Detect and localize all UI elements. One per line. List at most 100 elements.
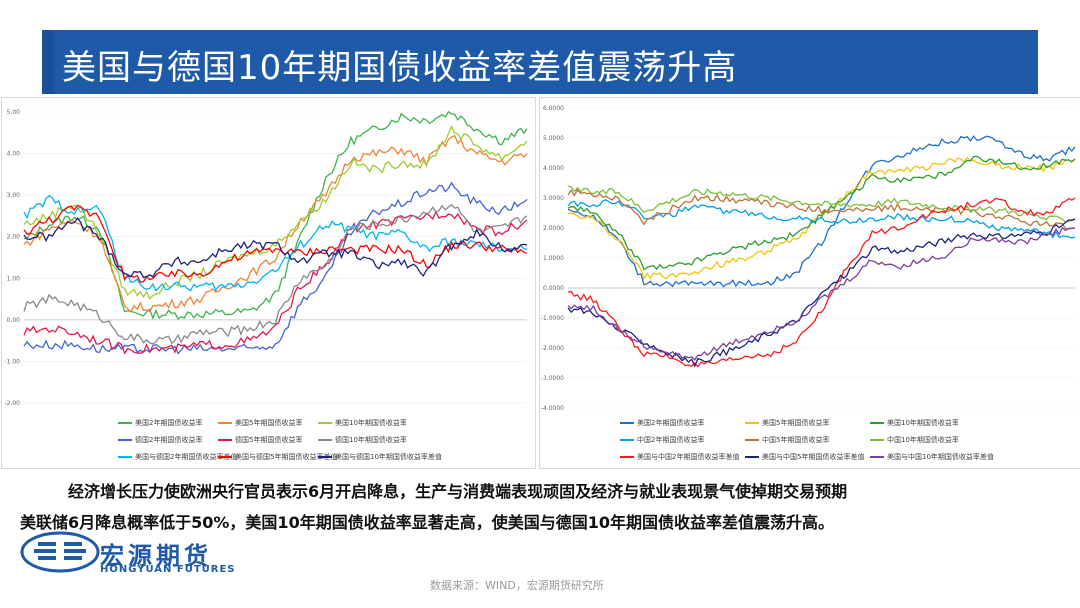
series-line-8 [567, 226, 1076, 361]
legend-label: 德国10年期国债收益率 [335, 436, 407, 444]
series-line-3 [23, 181, 528, 355]
legend-label: 美国10年期国债收益率 [887, 419, 959, 427]
legend-entry: 美国与德国10年期国债收益率差值 [318, 452, 442, 462]
series-line-6 [23, 194, 528, 292]
series-line-7 [23, 204, 528, 283]
legend-entry: 美国与德国2年期国债收益率差值 [118, 452, 237, 462]
legend-swatch [318, 422, 332, 424]
series-line-4 [23, 210, 528, 355]
legend-swatch [745, 439, 759, 441]
logo-text-en: HONGYUAN FUTURES [100, 564, 236, 575]
y-tick-label: 0.00 [7, 317, 21, 324]
source-note: 数据来源：WIND，宏源期货研究所 [430, 579, 604, 592]
legend-label: 美国与德国2年期国债收益率差值 [135, 453, 238, 461]
legend-entry: 德国5年期国债收益率 [218, 435, 302, 445]
left-chart: 5.00 4.00 3.00 2.00 1.00 0.00 -1.00 -2.00 [4, 109, 528, 407]
y-tick-label: -1.0000 [541, 315, 564, 322]
legend-entry: 美国与中国2年期国债收益率差值 [620, 452, 739, 462]
paragraph-1: 经济增长压力使欧洲央行官员表示6月开启降息，生产与消费端表现顽固及经济与就业表现… [68, 482, 848, 501]
y-tick-label: 4.00 [7, 151, 21, 158]
legend-swatch [118, 422, 132, 424]
logo-text-cn: 宏源期货 [100, 542, 212, 570]
legend-swatch [118, 439, 132, 441]
legend-entry: 美国2年期国债收益率 [620, 418, 704, 428]
legend-label: 德国5年期国债收益率 [235, 436, 303, 444]
legend-label: 美国2年期国债收益率 [135, 419, 203, 427]
legend-swatch [218, 439, 232, 441]
legend-label: 美国5年期国债收益率 [235, 419, 303, 427]
legend-swatch [620, 439, 634, 441]
y-tick-label: -4.0000 [541, 405, 564, 412]
legend-swatch [870, 456, 884, 458]
legend-entry: 美国与中国10年期国债收益率差值 [870, 452, 994, 462]
page-title: 美国与德国10年期国债收益率差值震荡升高 [62, 48, 738, 88]
company-logo [20, 530, 320, 574]
legend-entry: 美国2年期国债收益率 [118, 418, 202, 428]
legend-label: 美国10年期国债收益率 [335, 419, 407, 427]
series-line-5 [567, 185, 1076, 223]
legend-label: 德国2年期国债收益率 [135, 436, 203, 444]
y-tick-label: 0.0000 [543, 285, 564, 292]
legend-label: 中国10年期国债收益率 [887, 436, 959, 444]
title-bar [42, 30, 1038, 94]
legend-entry: 德国2年期国债收益率 [118, 435, 202, 445]
series-line-7 [567, 218, 1076, 368]
legend-entry: 美国10年期国债收益率 [870, 418, 959, 428]
legend-label: 中国2年期国债收益率 [637, 436, 705, 444]
legend-swatch [745, 422, 759, 424]
legend-label: 美国2年期国债收益率 [637, 419, 705, 427]
y-tick-label: 5.0000 [543, 135, 564, 142]
series-line-1 [23, 134, 528, 313]
left-chart-panel: 5.00 4.00 3.00 2.00 1.00 0.00 -1.00 -2.00 [1, 97, 536, 469]
legend-swatch [318, 456, 332, 458]
legend-swatch [870, 422, 884, 424]
legend-entry: 中国5年期国债收益率 [745, 435, 829, 445]
y-tick-label: 1.0000 [543, 255, 564, 262]
legend-swatch [218, 422, 232, 424]
legend-entry: 中国10年期国债收益率 [870, 435, 959, 445]
y-tick-label: -3.0000 [541, 375, 564, 382]
legend-label: 美国与德国10年期国债收益率差值 [335, 453, 442, 461]
legend-swatch [870, 439, 884, 441]
series-line-0 [567, 135, 1076, 288]
legend-swatch [118, 456, 132, 458]
legend-entry: 中国2年期国债收益率 [620, 435, 704, 445]
legend-entry: 美国5年期国债收益率 [745, 418, 829, 428]
series-line-3 [567, 199, 1076, 239]
title-accent [42, 30, 54, 94]
y-tick-label: 6.0000 [543, 105, 564, 112]
paragraph-2: 美联储6月降息概率低于50%，美国10年期国债收益率显著走高，使美国与德国10年… [20, 513, 834, 532]
y-tick-label: 3.0000 [543, 195, 564, 202]
legend-entry: 美国10年期国债收益率 [318, 418, 407, 428]
y-tick-label: 3.00 [7, 192, 21, 199]
legend-label: 美国5年期国债收益率 [762, 419, 830, 427]
series-line-2 [23, 125, 528, 300]
legend-label: 美国与德国5年期国债收益率差值 [235, 453, 338, 461]
legend-label: 美国与中国5年期国债收益率差值 [762, 453, 865, 461]
series-line-6 [567, 197, 1076, 368]
y-tick-label: 1.00 [7, 275, 21, 282]
legend-label: 美国与中国10年期国债收益率差值 [887, 453, 994, 461]
legend-swatch [218, 456, 232, 458]
legend-entry: 德国10年期国债收益率 [318, 435, 407, 445]
y-tick-label: 4.0000 [543, 165, 564, 172]
y-tick-label: 5.00 [7, 109, 21, 116]
legend-label: 中国5年期国债收益率 [762, 436, 830, 444]
legend-swatch [620, 456, 634, 458]
legend-swatch [620, 422, 634, 424]
y-tick-label: -1.00 [4, 358, 20, 365]
legend-swatch [318, 439, 332, 441]
legend-entry: 美国与德国5年期国债收益率差值 [218, 452, 337, 462]
y-tick-label: -2.00 [4, 400, 20, 407]
y-tick-label: -2.0000 [541, 345, 564, 352]
logo-mark-icon [20, 531, 100, 573]
legend-label: 美国与中国2年期国债收益率差值 [637, 453, 740, 461]
y-tick-label: 2.00 [7, 234, 21, 241]
y-tick-label: 2.0000 [543, 225, 564, 232]
legend-entry: 美国与中国5年期国债收益率差值 [745, 452, 864, 462]
legend-swatch [745, 456, 759, 458]
series-line-4 [567, 188, 1076, 230]
right-chart-panel: 6.0000 5.0000 4.0000 3.0000 2.0000 1.0000 0.00… [539, 97, 1080, 469]
legend-entry: 美国5年期国债收益率 [218, 418, 302, 428]
series-line-5 [23, 203, 528, 345]
